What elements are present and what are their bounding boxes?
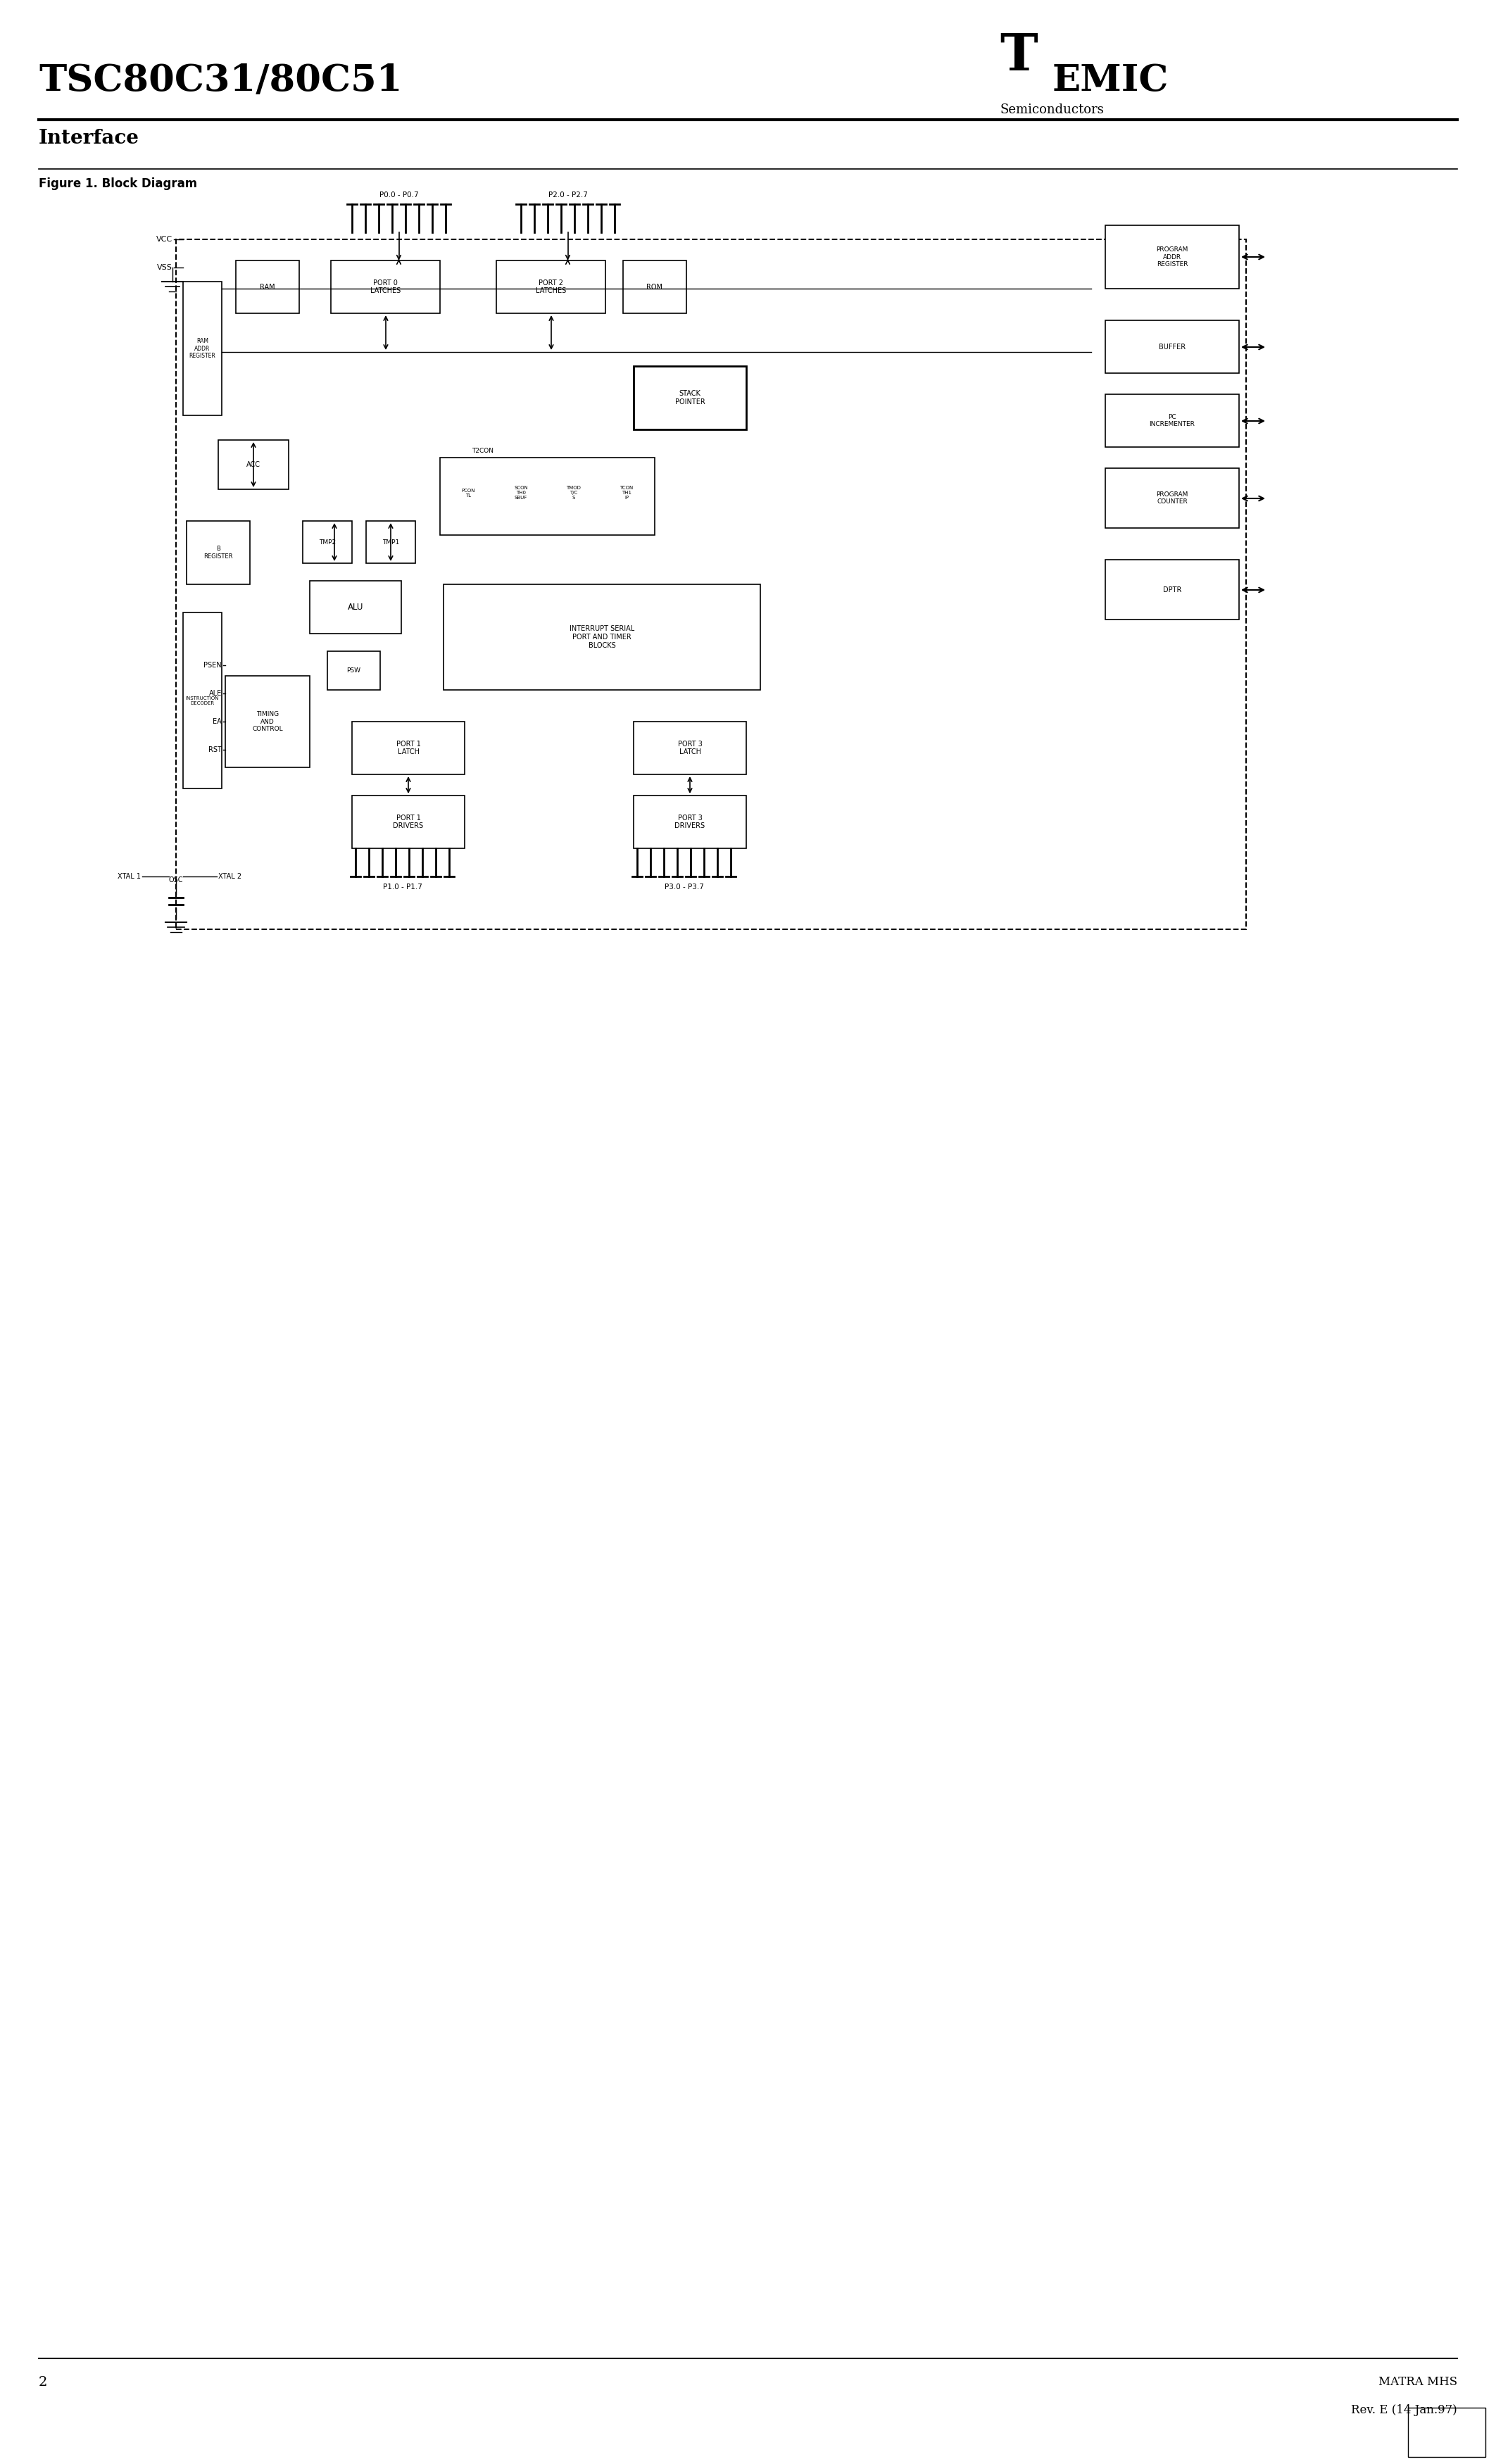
Text: PROGRAM
ADDR
REGISTER: PROGRAM ADDR REGISTER xyxy=(1156,246,1188,269)
Text: ROM: ROM xyxy=(646,283,663,291)
Bar xyxy=(549,461,598,525)
Text: PROGRAM
COUNTER: PROGRAM COUNTER xyxy=(1156,490,1188,505)
Bar xyxy=(622,261,687,313)
Bar xyxy=(1106,224,1239,288)
Bar xyxy=(634,796,747,848)
Text: P3.0 - P3.7: P3.0 - P3.7 xyxy=(664,885,703,890)
Text: B
REGISTER: B REGISTER xyxy=(203,547,233,559)
Bar xyxy=(1408,2407,1486,2457)
Text: P2.0 - P2.7: P2.0 - P2.7 xyxy=(548,192,588,200)
Text: ACC: ACC xyxy=(247,461,260,468)
Bar xyxy=(601,461,651,525)
Bar xyxy=(443,584,760,690)
Text: STACK
POINTER: STACK POINTER xyxy=(675,389,705,407)
Text: PORT 1
DRIVERS: PORT 1 DRIVERS xyxy=(393,813,423,830)
Bar xyxy=(331,261,440,313)
Text: P0.0 - P0.7: P0.0 - P0.7 xyxy=(380,192,419,200)
Bar xyxy=(226,675,310,766)
Bar xyxy=(1106,559,1239,618)
Text: ALE: ALE xyxy=(209,690,221,697)
Bar xyxy=(236,261,299,313)
Text: TIMING
AND
CONTROL: TIMING AND CONTROL xyxy=(253,712,283,732)
Bar xyxy=(497,261,606,313)
Text: PORT 3
DRIVERS: PORT 3 DRIVERS xyxy=(675,813,705,830)
Text: PC
INCREMENTER: PC INCREMENTER xyxy=(1149,414,1195,426)
Text: TMP1: TMP1 xyxy=(381,540,399,545)
Text: SCON
TH0
SBUF: SCON TH0 SBUF xyxy=(515,485,528,500)
Bar xyxy=(187,520,250,584)
Text: EMIC: EMIC xyxy=(1053,62,1168,99)
Text: TMOD
T/C
S: TMOD T/C S xyxy=(567,485,580,500)
Text: T2CON: T2CON xyxy=(471,448,494,453)
Bar xyxy=(497,461,546,525)
Text: OSC: OSC xyxy=(169,877,183,885)
Text: TMP2: TMP2 xyxy=(319,540,335,545)
Bar xyxy=(183,614,221,788)
Text: INTERRUPT SERIAL
PORT AND TIMER
BLOCKS: INTERRUPT SERIAL PORT AND TIMER BLOCKS xyxy=(570,626,634,648)
Text: T: T xyxy=(999,32,1038,81)
Bar xyxy=(218,441,289,490)
Text: 2: 2 xyxy=(39,2375,48,2388)
Text: PSEN: PSEN xyxy=(203,663,221,668)
Text: P1.0 - P1.7: P1.0 - P1.7 xyxy=(383,885,422,890)
Text: VSS: VSS xyxy=(157,264,172,271)
Bar xyxy=(1106,320,1239,372)
Text: Figure 1. Block Diagram: Figure 1. Block Diagram xyxy=(39,177,197,190)
Text: XTAL 1: XTAL 1 xyxy=(118,872,141,880)
Text: TSC80C31/80C51: TSC80C31/80C51 xyxy=(39,62,402,99)
Bar xyxy=(1106,468,1239,527)
Text: RAM: RAM xyxy=(260,283,275,291)
Text: PCON
TL: PCON TL xyxy=(461,488,476,498)
Bar xyxy=(183,281,221,416)
Bar xyxy=(328,650,380,690)
Text: Interface: Interface xyxy=(39,128,139,148)
Bar xyxy=(634,722,747,774)
Text: PSW: PSW xyxy=(347,668,361,673)
Text: MATRA MHS: MATRA MHS xyxy=(1378,2375,1457,2388)
Text: PORT 0
LATCHES: PORT 0 LATCHES xyxy=(370,278,401,296)
Bar xyxy=(367,520,416,564)
Text: Semiconductors: Semiconductors xyxy=(999,103,1104,116)
Bar xyxy=(352,796,465,848)
Text: PORT 3
LATCH: PORT 3 LATCH xyxy=(678,739,702,756)
Text: INSTRUCTION
DECODER: INSTRUCTION DECODER xyxy=(186,695,218,705)
Text: Rev. E (14 Jan.97): Rev. E (14 Jan.97) xyxy=(1351,2405,1457,2417)
Bar xyxy=(302,520,352,564)
Text: VCC: VCC xyxy=(156,237,172,244)
Text: PORT 2
LATCHES: PORT 2 LATCHES xyxy=(536,278,565,296)
Bar xyxy=(310,582,401,633)
Text: RST: RST xyxy=(208,747,221,754)
Text: ALU: ALU xyxy=(347,604,364,611)
Bar xyxy=(177,239,1246,929)
Bar xyxy=(440,458,655,535)
Text: PORT 1
LATCH: PORT 1 LATCH xyxy=(396,739,420,756)
Bar xyxy=(352,722,465,774)
Text: TCON
TH1
IP: TCON TH1 IP xyxy=(619,485,633,500)
Text: EA: EA xyxy=(212,717,221,724)
Bar xyxy=(634,367,747,429)
Bar xyxy=(443,461,492,525)
Text: RAM
ADDR
REGISTER: RAM ADDR REGISTER xyxy=(188,338,215,360)
Text: DPTR: DPTR xyxy=(1162,586,1182,594)
Text: XTAL 2: XTAL 2 xyxy=(218,872,241,880)
Bar xyxy=(1106,394,1239,446)
Text: BUFFER: BUFFER xyxy=(1159,342,1185,350)
